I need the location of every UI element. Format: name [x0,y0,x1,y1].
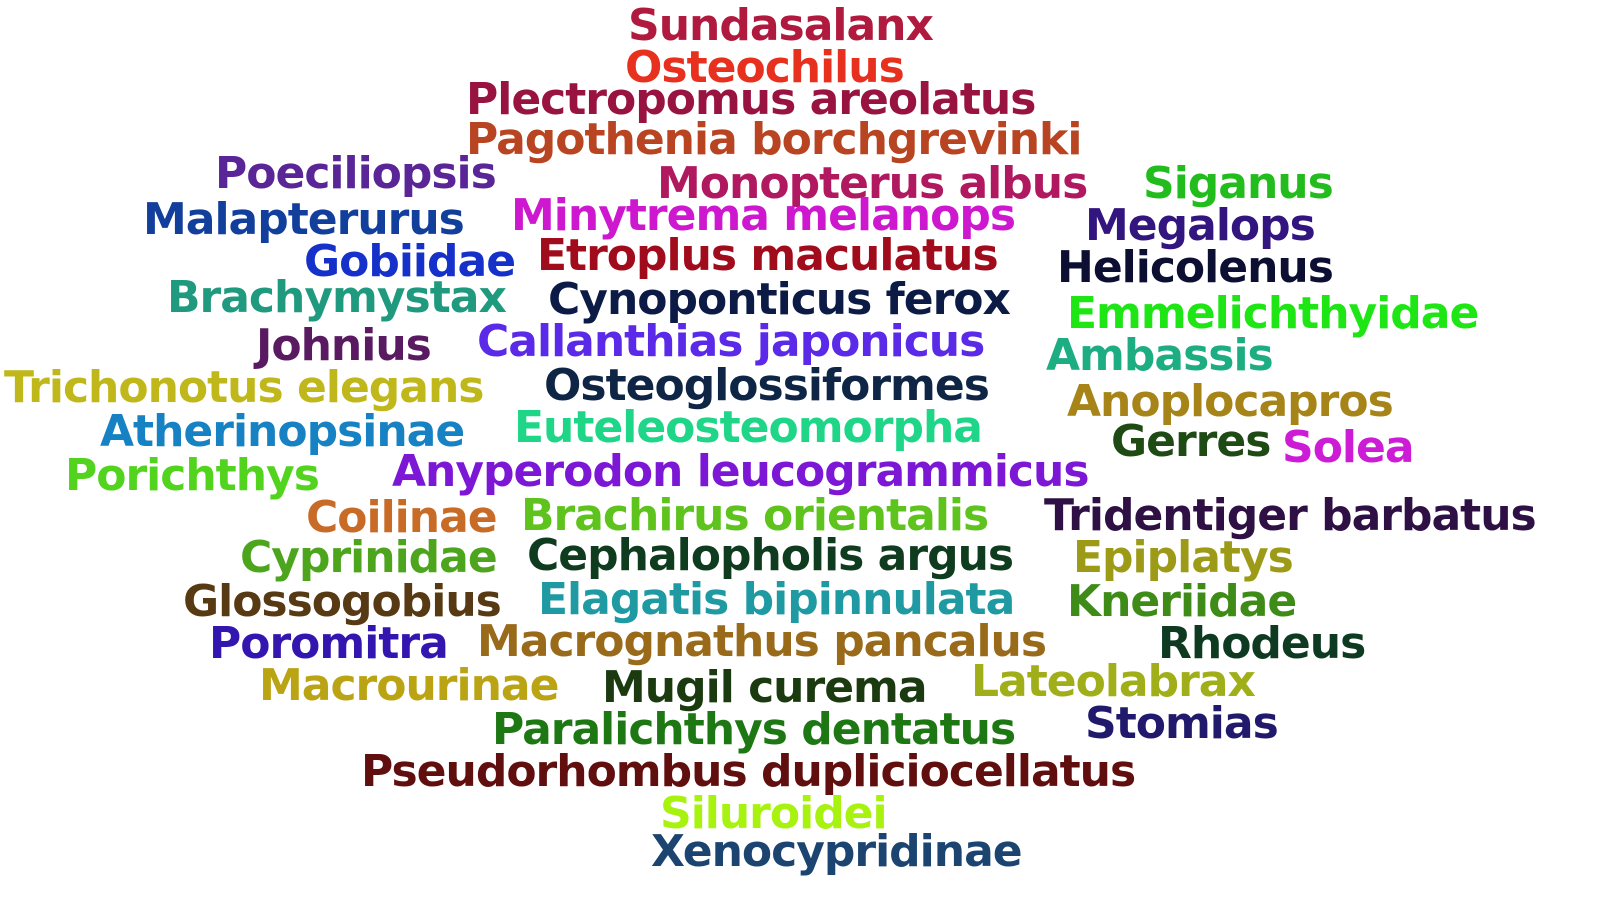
word-poeciliopsis: Poeciliopsis [215,152,496,196]
word-helicolenus: Helicolenus [1057,246,1333,290]
word-cephalopholis-argus: Cephalopholis argus [527,534,1013,578]
word-callanthias-japonicus: Callanthias japonicus [477,320,984,364]
word-pagothenia-borchgrevinki: Pagothenia borchgrevinki [466,118,1081,162]
word-cyprinidae: Cyprinidae [240,536,497,580]
word-euteleosteomorpha: Euteleosteomorpha [514,406,982,450]
word-macrourinae: Macrourinae [259,664,558,708]
word-etroplus-maculatus: Etroplus maculatus [537,234,998,278]
word-trichonotus-elegans: Trichonotus elegans [4,366,483,410]
word-solea: Solea [1282,426,1414,470]
word-epiplatys: Epiplatys [1073,536,1293,580]
word-macrognathus-pancalus: Macrognathus pancalus [477,620,1046,664]
word-brachymystax: Brachymystax [167,276,506,320]
word-stomias: Stomias [1085,702,1278,746]
word-xenocypridinae: Xenocypridinae [651,830,1022,874]
word-gerres: Gerres [1111,420,1270,464]
word-anyperodon-leucogrammicus: Anyperodon leucogrammicus [392,450,1089,494]
word-ambassis: Ambassis [1046,334,1273,378]
word-porichthys: Porichthys [65,454,319,498]
